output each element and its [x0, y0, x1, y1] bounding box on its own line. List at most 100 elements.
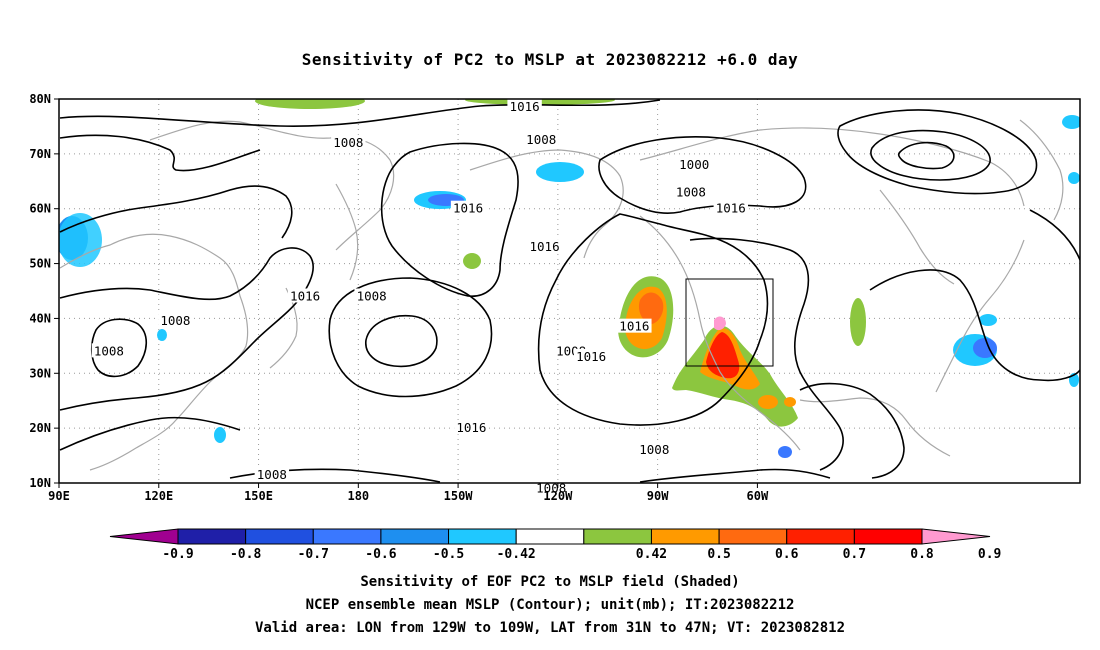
- colorbar-label: -0.42: [497, 547, 536, 562]
- coastline-asia: [59, 233, 249, 471]
- valid-area-box: [685, 278, 774, 367]
- shade-orange-patch: [784, 397, 796, 407]
- contour-1000-arctic: [870, 129, 991, 181]
- shade-cyan-patch: [157, 329, 167, 341]
- coastline-na-east: [935, 239, 1025, 393]
- lat-tick-label: 80N: [29, 92, 51, 106]
- colorbar-label: 0.9: [978, 547, 1001, 562]
- contour-label-bg: [454, 420, 489, 435]
- lon-tick-label: 60W: [747, 489, 769, 503]
- contour-1016-ne-pacific-high: [537, 213, 769, 426]
- contour-label: 1016: [530, 239, 560, 254]
- colorbar-segment: [312, 528, 382, 545]
- contour-1008-gulf: [799, 382, 905, 479]
- colorbar-segment: [515, 528, 585, 545]
- contour-label: 1008: [536, 480, 566, 495]
- contour-label: 1008: [357, 288, 387, 303]
- contour-label-bg: [527, 239, 562, 254]
- contour-label: 1008: [160, 313, 190, 328]
- shade-cyan-patch: [1068, 172, 1080, 184]
- contour-1016-na-east: [869, 269, 1080, 382]
- contour-1008-gulf-alaska: [598, 136, 807, 215]
- coastline-kamchatka: [335, 183, 359, 281]
- contour-label-bg: [713, 200, 748, 215]
- contour-1016-north2: [59, 134, 261, 172]
- shade-pink-east: [714, 316, 726, 331]
- contour-label-bg: [450, 200, 486, 215]
- contour-1016-asia: [59, 185, 293, 239]
- colorbar-label: 0.6: [775, 547, 799, 562]
- colorbar-segment: [245, 528, 314, 545]
- colorbar-segment: [448, 528, 517, 545]
- lat-tick-label: 30N: [29, 366, 51, 380]
- coastlines: [59, 119, 1064, 471]
- colorbar-segment: [177, 528, 247, 545]
- coastline-alaska: [469, 149, 624, 259]
- contour-1008-arctic: [837, 109, 1038, 195]
- contour-label-bg: [677, 156, 712, 171]
- contour-label-bg: [573, 348, 609, 363]
- contour-1016-atlantic: [1029, 209, 1080, 261]
- lat-tick-label: 60N: [29, 202, 51, 216]
- colorbar-segment: [786, 528, 855, 545]
- contour-996-arctic: [897, 141, 955, 170]
- colorbar-segment: [650, 528, 720, 545]
- footer-line-2: NCEP ensemble mean MSLP (Contour); unit(…: [305, 597, 795, 613]
- lat-tick-label: 10N: [29, 476, 51, 490]
- contour-label: 1008: [94, 343, 124, 358]
- colorbar-label: -0.9: [162, 547, 193, 562]
- colorbar-segment: [583, 528, 652, 545]
- contour-label-bg: [287, 288, 323, 303]
- mslp-contours: [59, 99, 1080, 483]
- contour-1008-ca: [639, 468, 831, 483]
- contour-label-bg: [254, 466, 290, 481]
- lat-tick-label: 70N: [29, 147, 51, 161]
- coastline-greenland: [1019, 119, 1064, 221]
- contour-label-bg: [507, 99, 542, 114]
- map-frame: [58, 98, 1081, 484]
- footer-line-3: Valid area: LON from 129W to 109W, LAT f…: [254, 620, 845, 636]
- contour-label-bg: [617, 318, 652, 333]
- coastline-na-west: [639, 215, 801, 451]
- contour-1008-china: [59, 416, 241, 451]
- contour-label: 1008: [257, 467, 287, 482]
- shade-green-patch: [850, 298, 866, 346]
- colorbar-label: 0.7: [843, 547, 866, 562]
- contour-1016-na: [689, 237, 844, 471]
- shade-green-top: [255, 99, 365, 109]
- contour-label-bg: [354, 288, 389, 303]
- contour-1016-pacific-high: [328, 277, 493, 398]
- contour-label: 1008: [676, 184, 706, 199]
- shade-red-west: [638, 292, 664, 324]
- lat-tick-label: 20N: [29, 421, 51, 435]
- lon-tick-label: 120E: [144, 489, 173, 503]
- shade-cyan-patch: [1062, 115, 1080, 129]
- lat-tick-label: 40N: [29, 311, 51, 325]
- colorbar-label: -0.7: [298, 547, 329, 562]
- colorbar-label: 0.8: [910, 547, 934, 562]
- shade-red-east: [706, 332, 740, 379]
- colorbar-label: -0.8: [230, 547, 261, 562]
- contour-1008-asia-low: [59, 247, 315, 411]
- shade-cyan-patch: [59, 213, 102, 267]
- lon-tick-label: 120W: [543, 489, 573, 503]
- lon-tick-label: 90W: [647, 489, 669, 503]
- shade-cyan-patch: [778, 446, 792, 458]
- contour-label: 1008: [526, 132, 556, 147]
- colorbar-label: 0.5: [707, 547, 730, 562]
- sensitivity-shading: [59, 99, 1080, 458]
- lon-tick-label: 150W: [444, 489, 474, 503]
- colorbar-segment: [853, 528, 923, 545]
- contour-label-bg: [331, 134, 366, 149]
- contour-1008-aleutian: [380, 142, 519, 297]
- coastline-gulf: [799, 397, 951, 457]
- coastline-canada: [639, 127, 1025, 207]
- contour-1008-india: [90, 318, 148, 378]
- contour-label: 1016: [510, 99, 540, 114]
- shade-green-patch: [463, 253, 481, 269]
- contour-label: 1016: [453, 201, 483, 216]
- contour-label-bg: [524, 132, 559, 147]
- lon-tick-label: 180: [347, 489, 369, 503]
